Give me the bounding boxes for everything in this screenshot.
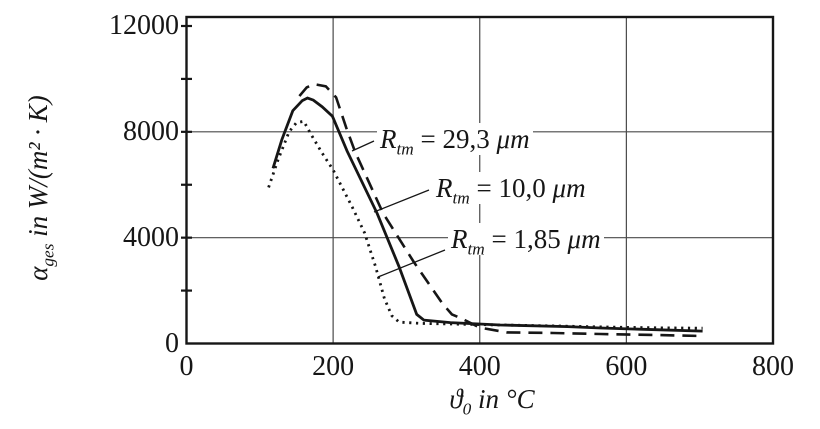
y-tick-label-12000: 12000 (109, 10, 179, 41)
y-tick-label-0: 0 (165, 327, 179, 359)
x-tick-label-800: 800 (752, 351, 794, 382)
series-label-rtm-10-0: Rtm = 10,0 μm (433, 172, 589, 207)
y-tick-label-4000: 4000 (123, 221, 179, 253)
y-axis-subscript: ges (38, 243, 58, 267)
x-tick-label-400: 400 (458, 351, 501, 382)
x-tick-label-600: 600 (605, 351, 648, 382)
x-axis-title: ϑ0 in °C (342, 384, 642, 419)
x-tick-label-0: 0 (179, 351, 194, 382)
series-label-rtm-1-85: Rtm = 1,85 μm (448, 223, 604, 258)
leader-line-2 (377, 249, 446, 278)
x-axis-subscript: 0 (462, 399, 472, 419)
y-axis-symbol: α (23, 266, 53, 281)
series-label-rtm-29-3: Rtm = 29,3 μm (377, 123, 533, 158)
leader-line-1 (373, 189, 430, 213)
leader-line-0 (351, 140, 375, 152)
x-axis-units: in °C (471, 384, 535, 414)
y-axis-title: αges in W/(m² · K) (20, 38, 58, 338)
x-axis-symbol: ϑ (449, 384, 463, 414)
y-axis-units: in W/(m² · K) (23, 95, 53, 244)
plot-border (185, 15, 775, 345)
y-tick-label-8000: 8000 (123, 115, 179, 147)
x-tick-label-200: 200 (312, 351, 355, 382)
series-line-dashed (298, 82, 703, 338)
